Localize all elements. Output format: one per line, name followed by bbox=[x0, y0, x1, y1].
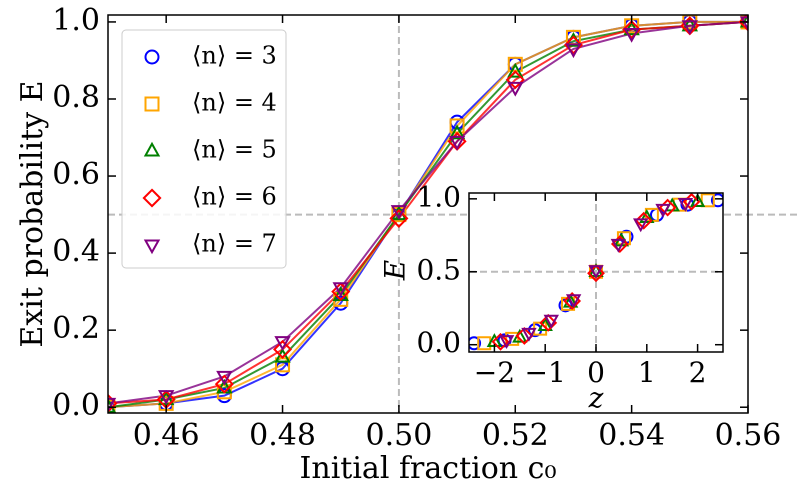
marker bbox=[331, 282, 351, 302]
y-tick-label: 0.0 bbox=[416, 326, 461, 359]
legend-frame bbox=[121, 29, 287, 269]
marker bbox=[469, 336, 482, 351]
legend-label: ⟨n⟩ = 4 bbox=[192, 89, 277, 117]
marker bbox=[563, 35, 583, 55]
series-line bbox=[108, 20, 748, 405]
marker bbox=[144, 96, 160, 112]
x-tick-label: −1 bbox=[525, 356, 566, 389]
x-tick-label: 0.46 bbox=[133, 418, 200, 453]
y-tick-label: 0.0 bbox=[52, 388, 100, 423]
marker bbox=[142, 188, 162, 208]
x-axis-label: Initial fraction c₀ bbox=[300, 451, 557, 486]
marker bbox=[710, 193, 723, 208]
axes-frame bbox=[107, 14, 749, 414]
x-tick-label: 0.48 bbox=[249, 418, 316, 453]
marker bbox=[507, 62, 524, 78]
marker bbox=[389, 208, 409, 228]
x-tick-label: 0.52 bbox=[482, 418, 549, 453]
x-axis-label: z bbox=[588, 382, 604, 415]
marker bbox=[515, 327, 534, 345]
marker bbox=[539, 313, 558, 332]
marker bbox=[274, 347, 291, 363]
marker bbox=[689, 193, 706, 207]
marker bbox=[505, 70, 525, 90]
x-tick-label: 0 bbox=[587, 356, 605, 389]
x-tick-label: 0.54 bbox=[598, 418, 665, 453]
y-axis-label: E bbox=[379, 260, 412, 281]
marker bbox=[681, 20, 699, 35]
marker bbox=[274, 336, 291, 351]
marker bbox=[610, 235, 629, 253]
marker bbox=[739, 15, 748, 28]
marker bbox=[521, 327, 537, 342]
y-tick-label: 1.0 bbox=[416, 180, 461, 213]
x-tick-label: 0.56 bbox=[715, 418, 782, 453]
legend-label: ⟨n⟩ = 3 bbox=[192, 42, 277, 70]
marker bbox=[491, 332, 510, 351]
x-tick-label: 2 bbox=[689, 356, 707, 389]
marker bbox=[739, 16, 748, 32]
marker bbox=[565, 294, 582, 309]
y-tick-label: 0.2 bbox=[52, 311, 100, 346]
marker bbox=[565, 43, 582, 59]
marker bbox=[144, 49, 160, 65]
legend-label: ⟨n⟩ = 7 bbox=[192, 230, 277, 258]
marker bbox=[448, 124, 466, 140]
marker bbox=[610, 238, 627, 253]
marker bbox=[108, 397, 117, 413]
legend-label: ⟨n⟩ = 6 bbox=[192, 183, 277, 211]
marker bbox=[332, 282, 349, 297]
marker bbox=[639, 209, 655, 223]
marker bbox=[273, 339, 293, 359]
marker bbox=[634, 211, 653, 230]
y-axis-label: Exit probability E bbox=[15, 80, 50, 347]
marker bbox=[157, 390, 175, 405]
y-tick-label: 1.0 bbox=[52, 3, 100, 38]
marker bbox=[216, 370, 233, 386]
series-line bbox=[108, 20, 748, 409]
x-tick-label: 0.50 bbox=[366, 418, 433, 453]
marker bbox=[655, 203, 671, 218]
legend: ⟨n⟩ = 3 ⟨n⟩ = 4 ⟨n⟩ = 5 ⟨n⟩ = 6 ⟨n⟩ = 7 bbox=[121, 29, 287, 269]
marker bbox=[390, 205, 408, 220]
marker bbox=[588, 265, 604, 279]
y-tick-label: 0.5 bbox=[416, 253, 461, 286]
marker bbox=[543, 314, 559, 329]
marker bbox=[622, 20, 642, 40]
marker bbox=[677, 198, 694, 212]
marker bbox=[143, 239, 161, 255]
marker bbox=[143, 141, 161, 157]
series-layer bbox=[469, 193, 723, 351]
marker bbox=[214, 374, 234, 394]
marker bbox=[498, 335, 515, 349]
x-tick-label: −2 bbox=[474, 356, 515, 389]
marker bbox=[623, 27, 640, 43]
y-tick-label: 0.6 bbox=[52, 157, 100, 192]
x-tick-label: 1 bbox=[638, 356, 656, 389]
inset: −2 −1 0 1 2 0.0 0.5 1.0 z E bbox=[379, 180, 724, 415]
legend-label: ⟨n⟩ = 5 bbox=[192, 136, 277, 164]
marker bbox=[700, 193, 715, 208]
y-tick-label: 0.8 bbox=[52, 80, 100, 115]
y-tick-label: 0.4 bbox=[52, 234, 100, 269]
marker bbox=[681, 16, 699, 32]
series-line bbox=[108, 20, 748, 405]
marker bbox=[507, 81, 524, 97]
marker bbox=[633, 218, 649, 233]
marker bbox=[587, 264, 605, 283]
marker bbox=[448, 135, 466, 151]
